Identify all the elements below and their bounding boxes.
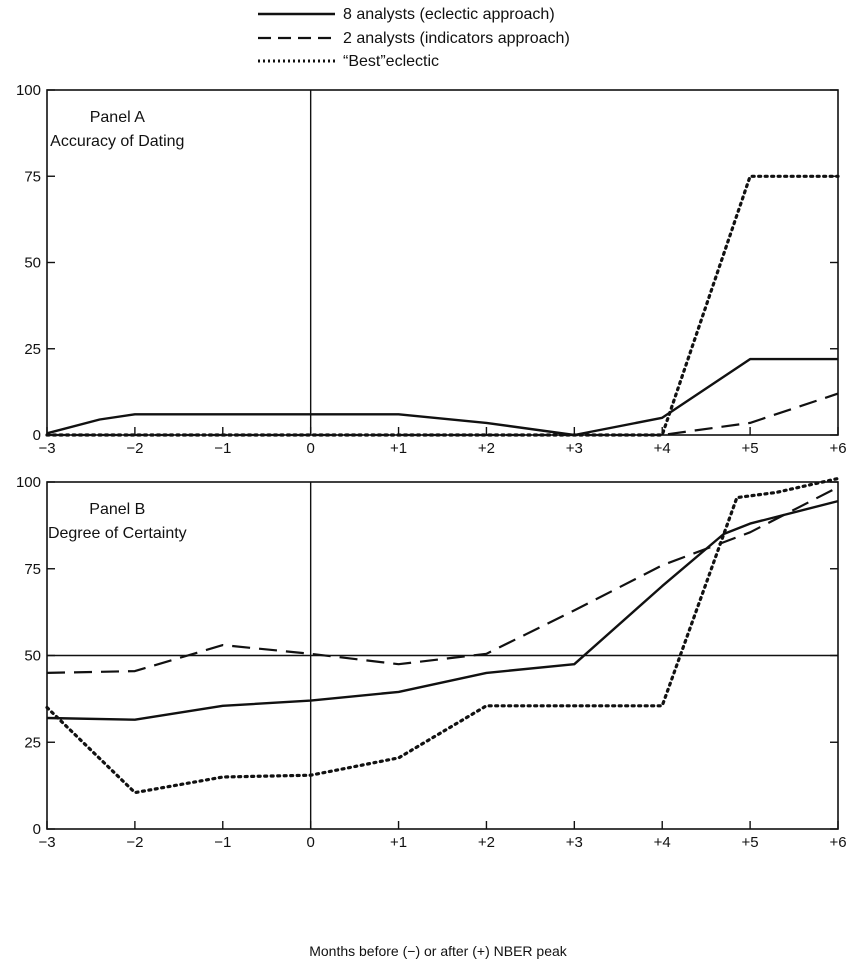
x-tick-label: +2 (478, 440, 495, 457)
panel-subtitle: Degree of Certainty (48, 525, 187, 542)
y-tick-label: 100 (16, 474, 41, 491)
series-line-solid (46, 499, 839, 721)
y-tick-label: 25 (24, 341, 41, 358)
legend-label-best-eclectic: “Best”eclectic (343, 53, 439, 70)
y-tick-label: 0 (33, 821, 41, 838)
x-tick-label: +5 (742, 834, 759, 851)
x-tick-label: +4 (654, 834, 671, 851)
x-tick-label: 0 (306, 440, 314, 457)
y-tick-label: 100 (16, 82, 41, 99)
x-tick-label: −2 (126, 440, 143, 457)
x-tick-label: +5 (742, 440, 759, 457)
x-tick-label: −2 (126, 834, 143, 851)
x-tick-label: −3 (38, 440, 55, 457)
x-tick-label: +6 (829, 834, 846, 851)
series-line-solid (46, 357, 838, 437)
x-tick-label: 0 (306, 834, 314, 851)
x-tick-label: +3 (566, 440, 583, 457)
y-tick-label: 50 (24, 255, 41, 272)
panel-b: 0 25 50 75 100 −3 −2 −1 0 +1 +2 +3 +4 +5 +6 Panel B Degr… (16, 474, 846, 851)
series-line-dotted (45, 174, 840, 437)
x-axis-label: Months before (−) or after (+) NBER peak (309, 943, 568, 959)
x-tick-label: +3 (566, 834, 583, 851)
y-tick-label: 50 (24, 648, 41, 665)
legend: 8 analysts (eclectic approach) 2 analyst… (258, 6, 570, 70)
y-tick-label: 75 (24, 168, 41, 185)
x-tick-label: +1 (390, 440, 407, 457)
panel-subtitle: Accuracy of Dating (50, 133, 184, 150)
y-tick-label: 75 (24, 561, 41, 578)
x-tick-label: −3 (38, 834, 55, 851)
x-tick-label: −1 (214, 440, 231, 457)
panel-title: Panel B (89, 501, 145, 518)
panel-a: 0 25 50 75 100 −3 −2 −1 0 +1 +2 +3 +4 +5 +6 Panel A Accu… (16, 82, 846, 457)
series-line-dashed (46, 486, 839, 674)
x-tick-label: +2 (478, 834, 495, 851)
legend-label-eclectic: 8 analysts (eclectic approach) (343, 6, 555, 23)
y-tick-label: 25 (24, 734, 41, 751)
x-tick-label: +6 (829, 440, 846, 457)
x-tick-label: +1 (390, 834, 407, 851)
x-tick-label: −1 (214, 834, 231, 851)
y-tick-label: 0 (33, 427, 41, 444)
series-line-dotted (45, 476, 840, 795)
x-tick-label: +4 (654, 440, 671, 457)
legend-label-indicators: 2 analysts (indicators approach) (343, 30, 570, 47)
panel-title: Panel A (90, 109, 145, 126)
